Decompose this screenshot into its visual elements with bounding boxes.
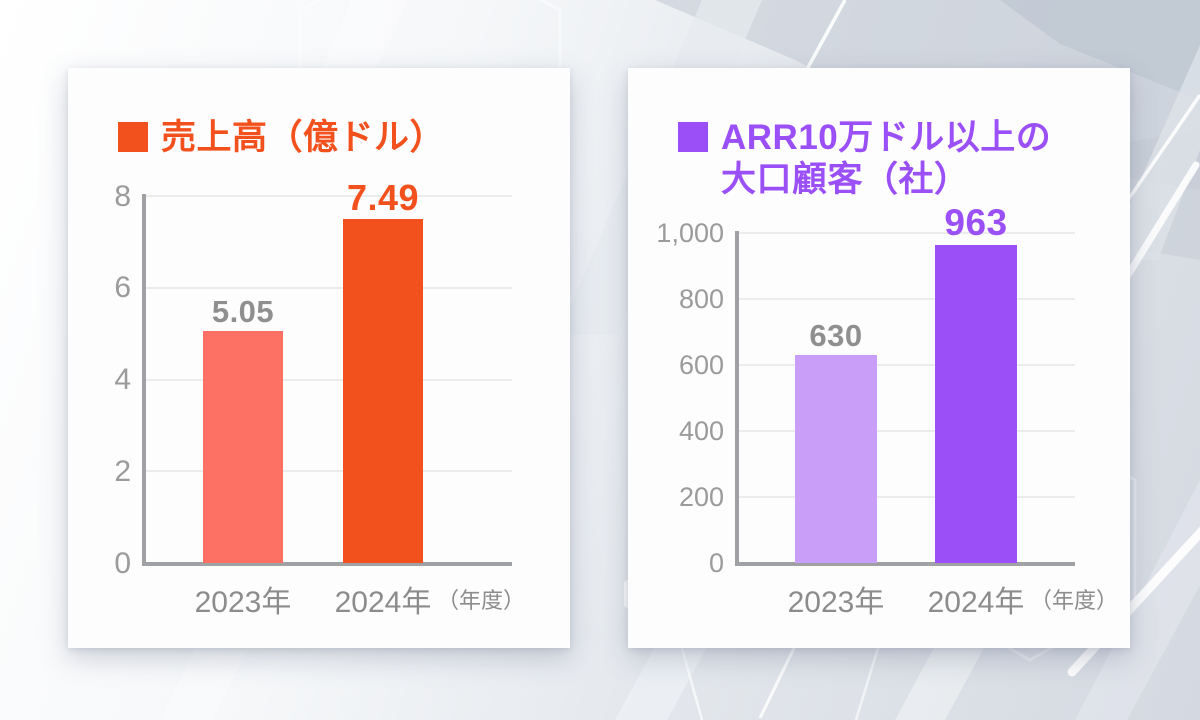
y-axis-line [142,194,146,565]
x-tick-label-2024年: 2024年 [334,586,432,619]
y-tick-label: 0 [114,546,131,580]
legend-color-swatch [118,122,148,152]
x-tick-label-2024年: 2024年 [927,586,1025,619]
y-tick-label: 200 [678,482,724,513]
customers-bar-chart: 0 200 400 600 800 1,000 630 2023年 963 2024年 （年度） [628,68,1130,648]
gridline-800 [735,298,1075,300]
bar-2023年 [795,355,877,563]
gridline-8 [142,195,512,197]
x-axis-unit-label: （年度） [437,588,526,613]
x-axis-line [142,562,512,566]
bar-2024年 [935,245,1017,563]
x-axis-line [735,562,1075,566]
y-tick-label: 400 [678,416,724,447]
customers-chart-card: ARR10万ドル以上の 大口顧客（社） 0 200 400 600 800 1,000 63… [628,68,1130,648]
y-tick-label: 1,000 [656,218,724,249]
y-tick-label: 600 [678,350,724,381]
gridline-1,000 [735,232,1075,234]
value-label-2023年: 5.05 [211,294,275,330]
y-tick-label: 0 [708,548,724,579]
revenue-chart-card: 売上高（億ドル） 0 2 4 6 8 5.05 2023年 7.49 2024年 （年度） [68,68,570,648]
legend-color-swatch [678,122,708,152]
revenue-chart-legend: 売上高（億ドル） [118,117,445,159]
revenue-bar-chart: 0 2 4 6 8 5.05 2023年 7.49 2024年 （年度） [68,68,570,648]
gridline-200 [735,496,1075,498]
y-tick-label: 800 [678,284,724,315]
y-axis-line [735,231,739,565]
gridline-400 [735,430,1075,432]
customers-chart-title: ARR10万ドル以上の 大口顧客（社） [721,118,1052,199]
value-label-2024年: 7.49 [346,177,420,219]
y-tick-label: 6 [114,271,131,305]
bar-2024年 [343,219,423,563]
gridline-4 [142,378,512,381]
bar-2023年 [203,331,283,563]
y-tick-label: 2 [114,454,131,488]
y-tick-label: 4 [114,363,131,396]
bg-dark-polygon [1000,0,1200,100]
x-tick-label-2023年: 2023年 [194,586,292,619]
customers-chart-legend: ARR10万ドル以上の 大口顧客（社） [678,117,1051,201]
x-tick-label-2023年: 2023年 [787,586,885,619]
gridline-6 [142,286,512,289]
bg-thick-line [1116,161,1200,292]
y-tick-label: 8 [114,179,131,213]
gridline-2 [142,470,512,473]
value-label-2023年: 630 [809,318,863,354]
x-axis-unit-label: （年度） [1030,588,1119,613]
revenue-chart-title: 売上高（億ドル） [161,118,446,157]
gridline-600 [735,364,1075,366]
value-label-2024年: 963 [944,202,1008,244]
